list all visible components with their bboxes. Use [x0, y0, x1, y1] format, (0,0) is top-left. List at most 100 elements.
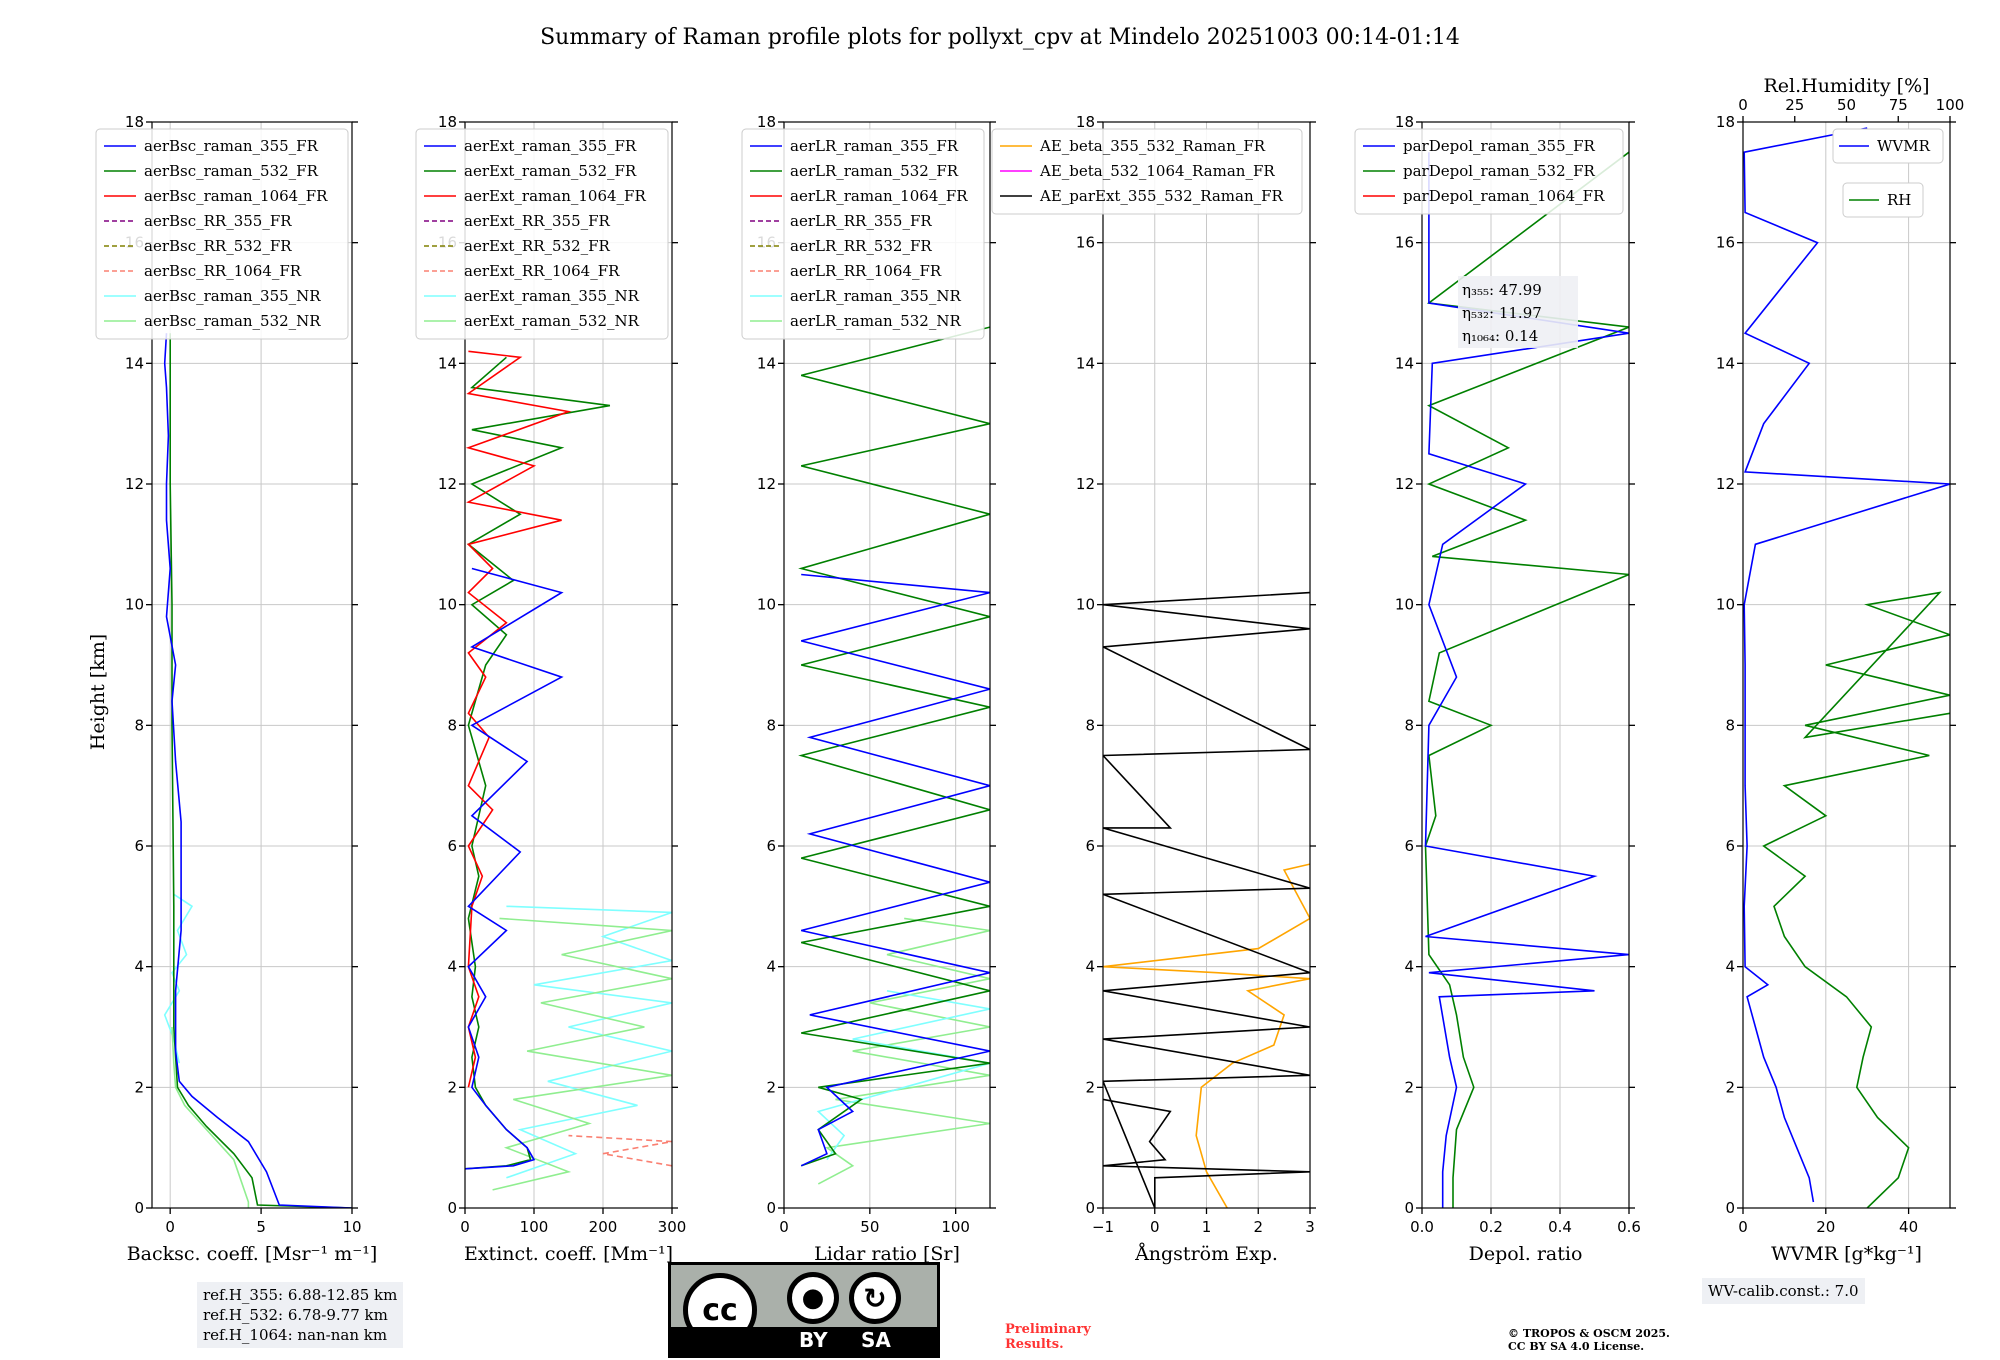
- series-aerLR_raman_532_FR: [798, 326, 990, 1167]
- sa-share-alike-icon: ↻: [849, 1272, 901, 1324]
- wv-calib-box: WV-calib.const.: 7.0: [1702, 1278, 1865, 1304]
- y-tick-label: 6: [447, 837, 457, 855]
- y-tick-label: 12: [438, 475, 457, 493]
- cc-text: cc: [702, 1292, 738, 1328]
- legend-label: aerExt_raman_532_NR: [464, 312, 640, 330]
- figure-title: Summary of Raman profile plots for polly…: [540, 25, 1460, 50]
- series-parDepol_raman_532_FR: [1424, 151, 1629, 1208]
- y-tick-label: 14: [125, 354, 144, 372]
- x-tick-label: 200: [589, 1218, 618, 1236]
- top-x-axis-label: Rel.Humidity [%]: [1763, 75, 1929, 97]
- axes-frame: [464, 121, 673, 1209]
- legend-label: aerLR_raman_355_FR: [790, 137, 959, 155]
- legend-label: aerBsc_RR_355_FR: [144, 212, 292, 230]
- y-tick-label: 4: [1085, 958, 1095, 976]
- legend-box: [1832, 128, 1944, 164]
- y-tick-label: 8: [766, 716, 776, 734]
- y-tick-label: 4: [766, 958, 776, 976]
- y-tick-label: 0: [1404, 1199, 1414, 1217]
- x-tick-label: 5: [256, 1218, 266, 1236]
- legend-label: aerExt_RR_1064_FR: [464, 262, 620, 280]
- y-tick-label: 0: [1085, 1199, 1095, 1217]
- panel-extinction: 0246810121416180100200300Extinct. coeff.…: [415, 113, 687, 1265]
- y-tick-label: 14: [1076, 354, 1095, 372]
- sa-label: SA: [861, 1328, 891, 1352]
- axes-frame: [1742, 121, 1951, 1209]
- y-tick-label: 14: [1716, 354, 1735, 372]
- y-tick-label: 18: [757, 113, 776, 131]
- y-tick-label: 2: [1725, 1078, 1735, 1096]
- y-tick-label: 10: [1076, 596, 1095, 614]
- legend-label: aerBsc_raman_532_FR: [144, 162, 319, 180]
- x-axis-label: Ångström Exp.: [1134, 1243, 1278, 1265]
- legend-label: aerExt_RR_532_FR: [464, 237, 611, 255]
- legend-label: aerExt_raman_1064_FR: [464, 187, 646, 205]
- legend-label: aerLR_raman_355_NR: [790, 287, 961, 305]
- y-tick-label: 2: [447, 1078, 457, 1096]
- wv-calib-text: WV-calib.const.: 7.0: [1708, 1282, 1859, 1300]
- ref-heights-box: ref.H_355: 6.88-12.85 km ref.H_532: 6.78…: [197, 1282, 404, 1348]
- y-tick-label: 8: [1085, 716, 1095, 734]
- y-tick-label: 2: [1085, 1078, 1095, 1096]
- panels: 0246810121416180510Backsc. coeff. [Msr⁻¹…: [95, 75, 1964, 1265]
- y-tick-label: 10: [438, 596, 457, 614]
- legend-box: [415, 128, 669, 340]
- legend-label: aerBsc_raman_1064_FR: [144, 187, 328, 205]
- y-tick-label: 14: [438, 354, 457, 372]
- y-tick-label: 6: [1085, 837, 1095, 855]
- axes-frame: [1421, 121, 1630, 1209]
- top-x-tick-label: 25: [1785, 96, 1804, 114]
- ref-height-1064: ref.H_1064: nan-nan km: [203, 1326, 388, 1344]
- x-tick-label: 0: [1150, 1218, 1160, 1236]
- legend-box: [95, 128, 349, 340]
- y-tick-label: 0: [766, 1199, 776, 1217]
- y-tick-label: 0: [1725, 1199, 1735, 1217]
- legend-label: aerExt_raman_355_NR: [464, 287, 640, 305]
- legend-label: AE_beta_532_1064_Raman_FR: [1039, 162, 1275, 180]
- y-tick-label: 2: [1404, 1078, 1414, 1096]
- y-tick-label: 16: [1076, 234, 1095, 252]
- x-tick-label: 0: [1738, 1218, 1748, 1236]
- x-tick-label: 40: [1899, 1218, 1918, 1236]
- legend-label: AE_parExt_355_532_Raman_FR: [1039, 187, 1284, 205]
- x-axis-label: WVMR [g*kg⁻¹]: [1771, 1243, 1922, 1265]
- series-RH: [1762, 591, 1950, 1208]
- y-tick-label: 2: [134, 1078, 144, 1096]
- y-tick-label: 8: [1404, 716, 1414, 734]
- y-tick-label: 10: [757, 596, 776, 614]
- y-tick-label: 8: [447, 716, 457, 734]
- series-aerExt_raman_532_FR: [465, 356, 611, 1170]
- x-tick-label: 0.4: [1548, 1218, 1572, 1236]
- copyright-line-2: CC BY SA 4.0 License.: [1508, 1340, 1645, 1353]
- y-tick-label: 4: [134, 958, 144, 976]
- y-tick-label: 10: [1716, 596, 1735, 614]
- x-tick-label: 300: [658, 1218, 687, 1236]
- y-tick-label: 2: [766, 1078, 776, 1096]
- y-tick-label: 6: [1404, 837, 1414, 855]
- legend-label: parDepol_raman_1064_FR: [1403, 187, 1605, 205]
- series-AE_parExt_355_532_Raman_FR: [1103, 591, 1310, 1208]
- y-tick-label: 10: [1395, 596, 1414, 614]
- by-label: BY: [799, 1328, 828, 1352]
- top-x-tick-label: 75: [1889, 96, 1908, 114]
- legend-label: aerLR_RR_532_FR: [790, 237, 932, 255]
- x-tick-label: 2: [1253, 1218, 1263, 1236]
- y-tick-label: 8: [134, 716, 144, 734]
- series-WVMR: [1743, 127, 1950, 1203]
- series-aerExt_raman_355_NR: [506, 905, 672, 1179]
- axes-frame: [783, 121, 991, 1209]
- x-tick-label: 100: [941, 1218, 970, 1236]
- y-tick-label: 12: [757, 475, 776, 493]
- x-tick-label: 3: [1305, 1218, 1315, 1236]
- y-tick-label: 18: [125, 113, 144, 131]
- y-tick-label: 12: [125, 475, 144, 493]
- series-aerExt_raman_355_FR: [465, 567, 564, 1170]
- x-tick-label: 0.0: [1410, 1218, 1434, 1236]
- eta-annotation: η₁₀₆₄: 0.14: [1462, 327, 1538, 345]
- legend-label: aerLR_RR_355_FR: [790, 212, 932, 230]
- x-tick-label: 0: [165, 1218, 175, 1236]
- x-tick-label: 20: [1816, 1218, 1835, 1236]
- series-parDepol_raman_355_FR: [1424, 152, 1629, 1208]
- y-tick-label: 4: [1404, 958, 1414, 976]
